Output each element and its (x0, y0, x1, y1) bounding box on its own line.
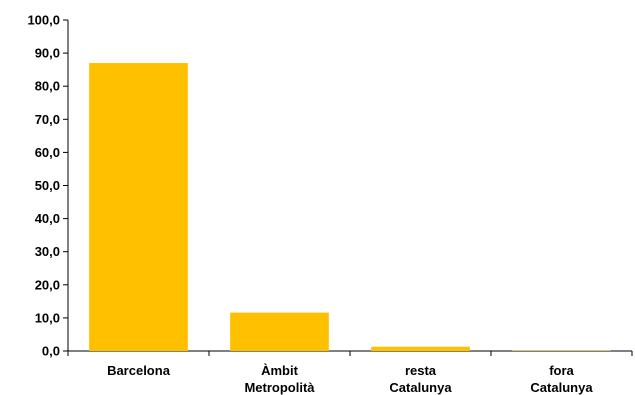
x-category-label: Àmbit Metropolità (244, 363, 315, 395)
y-tick-label: 0,0 (42, 344, 60, 359)
y-tick-label: 70,0 (35, 112, 60, 127)
x-category-label: resta Catalunya (389, 363, 452, 395)
x-category-label-line: Barcelona (107, 363, 171, 378)
x-category-label: fora Catalunya (530, 363, 593, 395)
x-category-label-line: Catalunya (389, 380, 452, 395)
x-category-label: Barcelona (107, 363, 171, 378)
x-category-label-line: Metropolità (244, 380, 315, 395)
bar (230, 312, 329, 351)
x-category-label-line: fora (549, 363, 574, 378)
x-category-label-line: Àmbit (261, 363, 299, 378)
bar (89, 63, 188, 351)
x-category-label-line: resta (405, 363, 437, 378)
bars (89, 63, 611, 351)
y-tick-label: 50,0 (35, 178, 60, 193)
y-tick-label: 40,0 (35, 211, 60, 226)
y-tick-label: 30,0 (35, 244, 60, 259)
y-tick-label: 90,0 (35, 46, 60, 61)
y-tick-label: 100,0 (27, 13, 60, 28)
y-tick-label: 60,0 (35, 145, 60, 160)
x-axis (67, 350, 633, 356)
x-category-label-line: Catalunya (530, 380, 593, 395)
y-tick-label: 20,0 (35, 277, 60, 292)
y-tick-label: 80,0 (35, 79, 60, 94)
y-tick-label: 10,0 (35, 310, 60, 325)
bar (371, 346, 470, 351)
y-axis: 0,0 10,0 20,0 30,0 40,0 50,0 60,0 70,0 80,0 90,0 1… (27, 13, 69, 359)
